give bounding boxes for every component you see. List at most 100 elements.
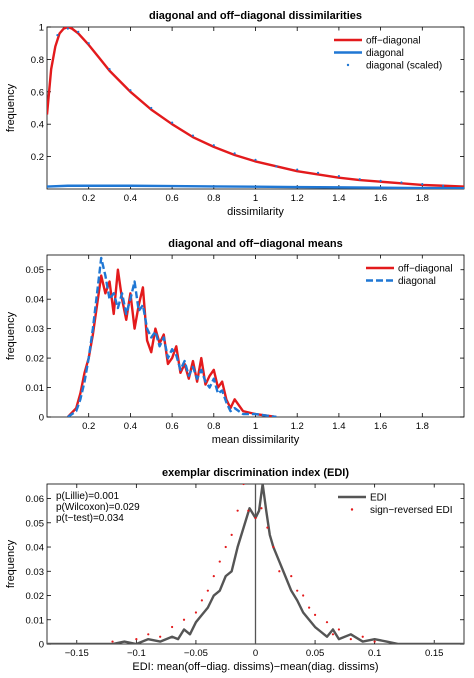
data-point: [331, 633, 335, 636]
y-tick-label: 0.03: [26, 324, 45, 335]
y-tick-label: 0.01: [26, 615, 45, 626]
x-tick-label: −0.1: [127, 648, 146, 659]
plot-series: [47, 484, 464, 644]
data-point: [296, 589, 299, 592]
y-tick-label: 0.02: [26, 591, 45, 602]
data-point: [77, 30, 80, 33]
data-point: [56, 34, 59, 37]
data-point: [290, 575, 293, 578]
data-point: [171, 121, 174, 124]
data-point: [236, 509, 239, 512]
data-point: [316, 171, 320, 174]
data-point: [66, 27, 69, 30]
y-tick-label: 0.01: [26, 383, 45, 394]
y-tick-label: 0.2: [31, 152, 44, 163]
legend-label: diagonal: [366, 48, 404, 59]
chart-1: diagonal and off−diagonal dissimilaritie…: [5, 10, 465, 218]
y-axis-label: frequency: [5, 83, 17, 132]
x-tick-label: 0.6: [165, 193, 178, 204]
data-point: [254, 158, 257, 161]
chart-3: exemplar discrimination index (EDI) −0.15…: [5, 467, 465, 673]
data-point: [254, 516, 257, 520]
data-point: [212, 575, 215, 578]
data-point: [313, 613, 317, 617]
data-point: [111, 640, 114, 643]
y-tick-label: 0: [39, 413, 44, 424]
data-point: [218, 560, 221, 563]
legend-label: diagonal (scaled): [366, 61, 442, 72]
annotation: p(Lillie)=0.001: [56, 491, 120, 502]
data-point: [421, 183, 424, 186]
y-axis-label: frequency: [5, 311, 17, 360]
x-tick-label: 0.05: [306, 648, 325, 659]
data-point: [182, 618, 186, 621]
data-point: [308, 606, 311, 609]
y-tick-label: 0.03: [26, 567, 45, 578]
x-tick-label: 1.2: [291, 421, 304, 432]
y-tick-label: 0.8: [31, 55, 44, 66]
chart-title: diagonal and off−diagonal dissimilaritie…: [149, 10, 362, 22]
x-tick-label: 1.2: [291, 193, 304, 204]
x-axis-label: EDI: mean(off−diag. dissims)−mean(diag. …: [132, 661, 378, 673]
x-tick-label: 1.8: [416, 421, 429, 432]
x-tick-label: 1.6: [374, 193, 387, 204]
legend-marker: [346, 63, 350, 67]
data-point: [135, 638, 138, 641]
data-point: [150, 106, 153, 110]
data-point: [325, 621, 329, 624]
data-point: [296, 168, 299, 171]
data-point: [159, 635, 162, 638]
x-tick-label: −0.15: [65, 648, 89, 659]
chart-title: diagonal and off−diagonal means: [168, 238, 343, 250]
legend-box: [331, 487, 461, 519]
series-dots-2: [111, 484, 376, 643]
x-axis-label: mean dissimilarity: [212, 434, 300, 446]
data-point: [337, 174, 340, 178]
legend-marker: [350, 508, 354, 511]
legend-box: [359, 258, 461, 290]
series-line-1: [47, 484, 464, 644]
x-tick-label: 0.2: [82, 421, 95, 432]
data-point: [87, 42, 90, 45]
y-tick-label: 0.02: [26, 354, 45, 365]
x-tick-label: 1.4: [332, 421, 345, 432]
data-point: [373, 640, 376, 643]
data-point: [400, 181, 403, 184]
data-point: [278, 570, 281, 573]
x-tick-label: 0.2: [82, 193, 95, 204]
x-tick-label: 0: [253, 648, 258, 659]
data-point: [361, 635, 364, 638]
y-tick-label: 0.05: [26, 518, 45, 529]
plot-series: [47, 27, 464, 189]
series-line-1: [47, 27, 464, 188]
data-point: [442, 184, 445, 187]
legend-label: sign−reversed EDI: [370, 505, 453, 516]
x-tick-label: 1.8: [416, 193, 429, 204]
data-point: [349, 638, 352, 641]
data-point: [275, 165, 278, 168]
data-point: [224, 545, 227, 549]
legend-label: diagonal: [398, 276, 436, 287]
y-tick-label: 0.06: [26, 494, 45, 505]
x-tick-label: 1.6: [374, 421, 387, 432]
x-tick-label: 1: [253, 421, 258, 432]
data-point: [206, 589, 209, 592]
data-point: [108, 68, 111, 71]
data-point: [358, 178, 361, 181]
x-tick-label: 0.4: [124, 193, 137, 204]
data-point: [212, 144, 215, 147]
x-tick-label: 1: [253, 193, 258, 204]
x-tick-label: 0.4: [124, 421, 137, 432]
annotation: p(t−test)=0.034: [56, 513, 124, 524]
legend-label: EDI: [370, 493, 387, 504]
data-point: [230, 533, 233, 537]
data-point: [129, 89, 132, 92]
x-tick-label: 1.4: [332, 193, 345, 204]
y-tick-label: 0: [39, 640, 44, 651]
data-point: [171, 625, 174, 629]
data-point: [200, 599, 203, 602]
data-point: [194, 611, 198, 614]
x-tick-label: 0.15: [425, 648, 444, 659]
